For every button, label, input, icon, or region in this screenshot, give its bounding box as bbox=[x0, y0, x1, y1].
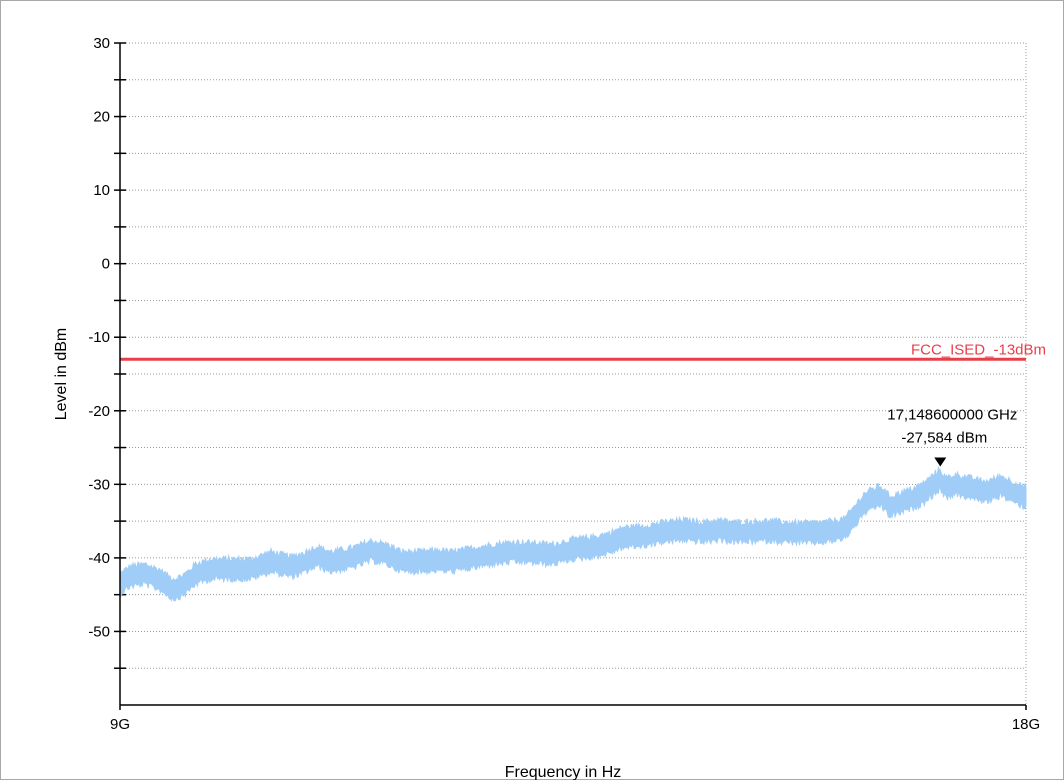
x-tick-label: 18G bbox=[1012, 716, 1040, 733]
series-layer bbox=[119, 357, 1027, 602]
y-tick-label: -10 bbox=[88, 329, 110, 346]
marker-level-label: -27,584 dBm bbox=[901, 430, 987, 447]
limit-line-label: FCC_ISED_-13dBm bbox=[911, 341, 1046, 358]
peak-marker-icon bbox=[934, 457, 947, 467]
x-axis-title: Frequency in Hz bbox=[505, 764, 622, 780]
axis-ticks: 30 20 10 0 -10 -20 -30 -40 -50 9G 18G bbox=[88, 35, 1040, 733]
y-tick-label: 30 bbox=[93, 35, 110, 52]
y-tick-label: -40 bbox=[88, 550, 110, 567]
trace-band bbox=[119, 465, 1027, 602]
x-tick-label: 9G bbox=[110, 716, 130, 733]
y-tick-label: 20 bbox=[93, 109, 110, 126]
y-tick-label: 0 bbox=[102, 256, 110, 273]
y-tick-label: -30 bbox=[88, 476, 110, 493]
y-tick-label: 10 bbox=[93, 182, 110, 199]
marker-frequency-label: 17,148600000 GHz bbox=[887, 407, 1017, 424]
y-tick-label: -50 bbox=[88, 623, 110, 640]
y-axis-title: Level in dBm bbox=[53, 328, 70, 421]
y-tick-label: -20 bbox=[88, 403, 110, 420]
grid-lines bbox=[120, 42, 1027, 705]
